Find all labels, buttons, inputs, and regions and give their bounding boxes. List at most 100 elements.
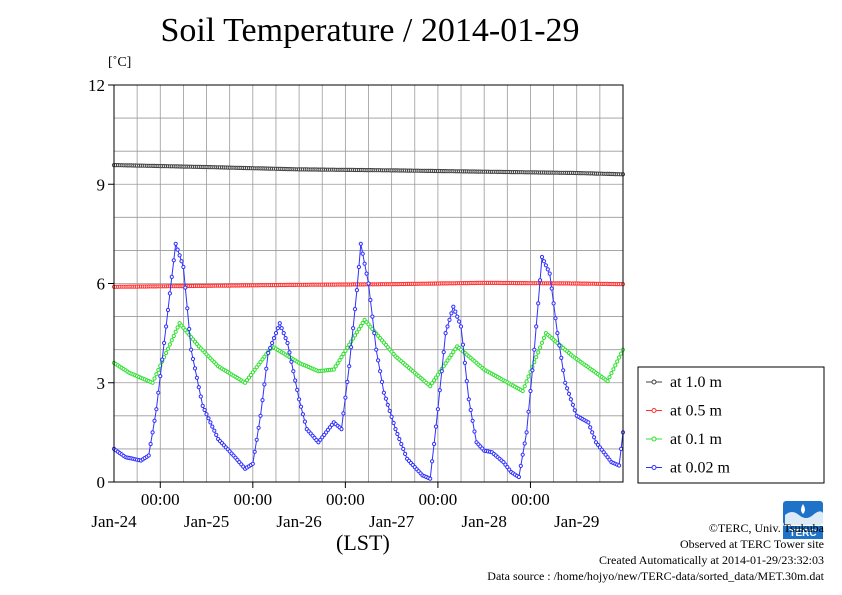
data-point — [607, 375, 612, 380]
data-point — [275, 326, 280, 331]
data-point — [343, 395, 348, 400]
created-text: Created Automatically at 2014-01-29/23:3… — [599, 553, 824, 567]
data-point — [566, 391, 572, 396]
data-point — [146, 453, 151, 458]
data-point — [339, 427, 344, 432]
data-point — [169, 338, 174, 343]
data-point — [154, 407, 159, 412]
data-point — [150, 430, 155, 435]
data-point — [549, 286, 554, 291]
data-point — [360, 251, 365, 256]
data-point — [443, 361, 448, 366]
data-point — [254, 365, 259, 370]
data-point — [200, 403, 205, 408]
data-point — [586, 420, 591, 425]
data-point — [202, 407, 207, 413]
data-point — [250, 370, 255, 375]
data-point — [619, 351, 624, 356]
data-point — [403, 451, 408, 456]
data-point — [352, 307, 358, 312]
data-point — [432, 441, 437, 447]
data-point — [539, 254, 545, 260]
series-at-0-1-m — [111, 317, 626, 394]
data-point — [458, 324, 464, 329]
data-point — [462, 360, 467, 365]
data-point — [268, 345, 273, 351]
series-at-0-5-m — [111, 280, 626, 289]
data-point — [271, 336, 277, 341]
y-tick-label: 3 — [97, 374, 106, 393]
data-point — [547, 271, 552, 276]
data-point — [378, 369, 383, 374]
data-point — [298, 404, 304, 409]
data-point — [445, 324, 450, 329]
data-point — [379, 379, 385, 384]
data-point — [389, 414, 394, 419]
data-point — [530, 368, 535, 373]
legend-label: at 0.02 m — [670, 460, 731, 477]
data-point — [559, 355, 564, 360]
y-tick-label: 0 — [97, 473, 106, 492]
data-point — [189, 347, 194, 352]
data-point — [171, 333, 176, 339]
data-point — [464, 379, 469, 384]
data-point — [447, 355, 452, 360]
data-point — [210, 424, 215, 429]
data-point — [187, 326, 192, 332]
data-point — [393, 427, 398, 432]
data-point — [435, 407, 440, 412]
data-point — [300, 412, 305, 417]
data-point — [592, 435, 597, 440]
legend-label: at 1.0 m — [670, 374, 723, 391]
data-point — [156, 367, 161, 373]
data-point — [447, 317, 452, 322]
data-point — [615, 359, 620, 364]
data-point — [536, 350, 541, 355]
data-point — [194, 375, 199, 380]
data-point — [285, 340, 290, 346]
data-point — [173, 329, 178, 334]
data-point — [437, 388, 442, 393]
data-point — [609, 371, 614, 376]
data-point — [243, 380, 248, 385]
data-point — [555, 331, 560, 336]
data-point — [256, 425, 261, 430]
data-point — [279, 326, 284, 331]
data-point — [262, 382, 267, 387]
data-point — [208, 420, 213, 425]
data-point — [553, 316, 558, 321]
data-point — [349, 345, 354, 350]
observed-text: Observed at TERC Tower site — [679, 537, 824, 551]
data-point — [289, 359, 294, 364]
legend: at 1.0 m at 0.5 m at 0.1 m at 0.02 m — [637, 366, 825, 484]
data-point — [266, 350, 271, 356]
data-point — [453, 309, 458, 314]
data-point — [524, 379, 529, 384]
data-point — [565, 386, 570, 391]
data-point — [453, 347, 458, 352]
data-point — [449, 311, 454, 316]
data-point — [561, 368, 566, 373]
data-point — [152, 376, 157, 381]
data-point — [331, 367, 336, 372]
data-point — [252, 367, 257, 372]
data-point — [171, 258, 176, 263]
data-point — [472, 429, 477, 434]
data-point — [339, 355, 344, 360]
data-point — [522, 384, 527, 389]
y-tick-labels: 0 3 6 9 12 — [88, 76, 105, 492]
y-axis-unit: [˚C] — [108, 55, 132, 70]
data-point — [526, 409, 531, 414]
data-point — [347, 364, 352, 369]
data-point — [183, 285, 188, 290]
data-point — [532, 347, 537, 352]
data-point — [167, 342, 172, 347]
data-point — [570, 402, 576, 407]
data-point — [281, 331, 286, 336]
data-point — [534, 324, 539, 329]
data-point — [545, 267, 550, 272]
data-point — [451, 304, 456, 309]
copyright-text: ©TERC, Univ. Tsukuba — [708, 521, 824, 535]
data-point — [520, 452, 525, 457]
series-at-1-0-m — [111, 163, 626, 177]
